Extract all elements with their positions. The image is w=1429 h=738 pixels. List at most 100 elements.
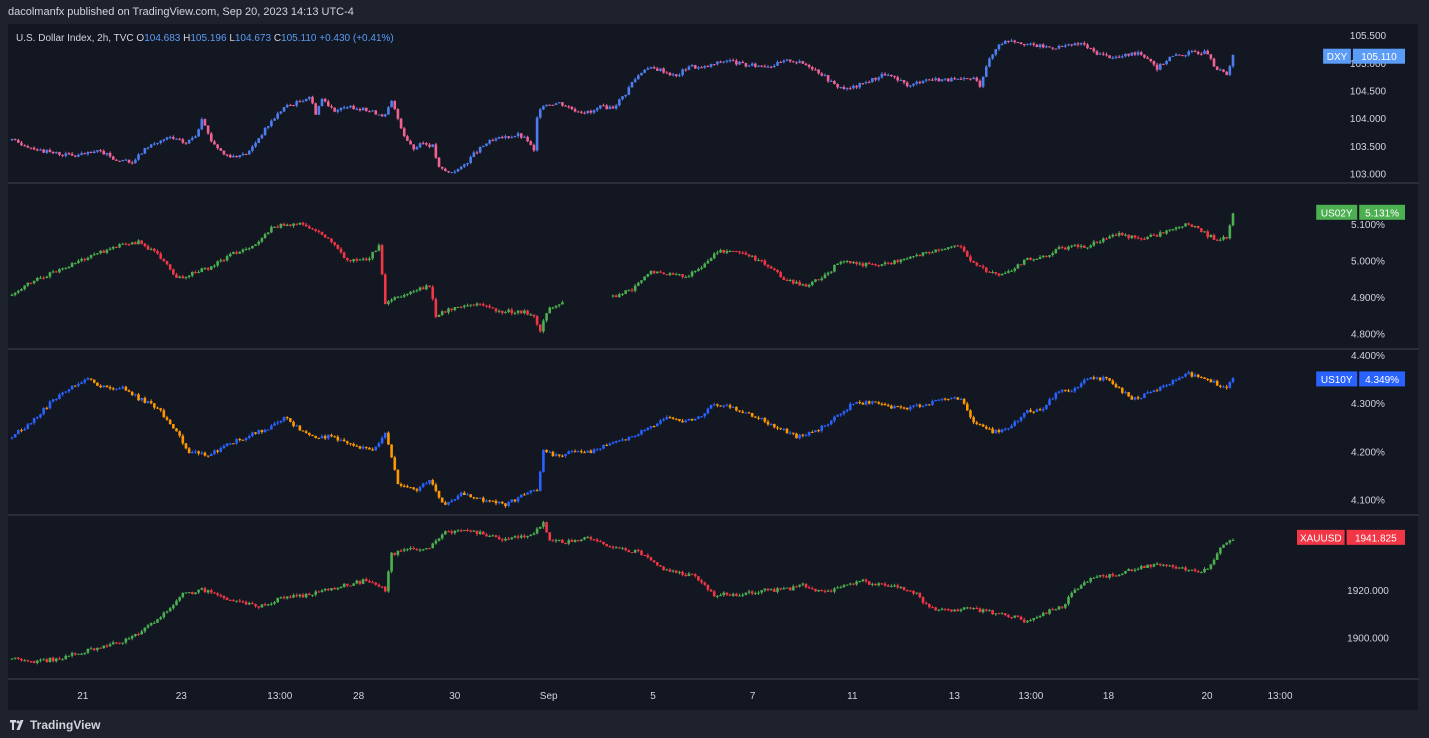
candle-body (886, 74, 890, 76)
candle-body (924, 252, 928, 254)
candle-body (1010, 425, 1013, 429)
candle-body (735, 60, 738, 65)
candle-body (738, 410, 741, 412)
candle-body (861, 402, 865, 405)
candle-body (769, 424, 773, 426)
price-label-symbol-bg (1316, 371, 1358, 387)
candle-body (415, 147, 419, 150)
candle-body (92, 254, 96, 256)
candle-body (782, 60, 786, 63)
candle-body (1228, 382, 1232, 388)
candle-body (1038, 257, 1042, 259)
candle-body (23, 660, 26, 662)
candle-body (428, 285, 431, 287)
candle-body (890, 405, 893, 409)
candle-body (83, 379, 87, 383)
chart-container[interactable]: 105.500 105.000 104.500 104.000 103.500 103.0… (0, 24, 1429, 712)
candle-body (1026, 44, 1029, 46)
pane-dxy[interactable] (10, 38, 1235, 174)
candle-body (744, 592, 748, 595)
candle-body (342, 107, 346, 109)
candle-body (1171, 229, 1175, 231)
candle-body (149, 401, 153, 404)
candle-body (1196, 374, 1200, 377)
pane-us10y[interactable] (10, 370, 1235, 508)
candle-body (1035, 617, 1039, 619)
candle-body (1203, 231, 1206, 233)
candle-body (1174, 566, 1178, 569)
candle-body (396, 550, 400, 555)
candle-body (197, 589, 200, 593)
candle-body (1181, 226, 1184, 228)
pane-us02y[interactable] (10, 212, 1235, 334)
candle-body (773, 589, 776, 592)
candle-body (482, 531, 485, 535)
candle-body (852, 261, 855, 264)
candle-body (17, 139, 20, 143)
candle-body (137, 633, 140, 635)
candle-body (1206, 568, 1209, 570)
candle-body (387, 571, 390, 592)
candle-body (776, 588, 779, 592)
candle-body (140, 240, 143, 244)
candle-body (883, 262, 887, 265)
candle-body (197, 451, 200, 454)
candle-body (1177, 227, 1181, 229)
candle-body (61, 154, 64, 156)
candle-body (1016, 264, 1020, 269)
candle-body (83, 652, 87, 654)
candle-body (440, 497, 444, 503)
candle-body (54, 398, 58, 400)
candle-body (323, 98, 327, 102)
candle-body (339, 248, 343, 253)
pane-xauusd[interactable] (10, 520, 1235, 665)
candle-body (1019, 264, 1023, 266)
candle-body (409, 547, 412, 550)
candle-body (83, 258, 87, 260)
candle-body (697, 416, 700, 419)
candle-body (874, 78, 877, 80)
multi-pane-chart[interactable]: 105.500105.000104.500104.000103.500103.0… (0, 24, 1429, 712)
candle-body (912, 83, 915, 86)
candle-body (282, 417, 286, 421)
candle-body (134, 633, 137, 637)
candle-body (681, 571, 684, 575)
candle-body (402, 549, 406, 551)
candle-body (621, 439, 624, 441)
candle-body (447, 501, 450, 505)
candle-body (102, 250, 106, 253)
candle-body (614, 440, 618, 443)
candle-body (997, 613, 1001, 615)
candle-body (931, 401, 934, 405)
candle-body (950, 246, 953, 248)
candle-body (681, 69, 684, 75)
candle-body (1149, 392, 1153, 394)
candle-body (1045, 612, 1048, 614)
candle-body (399, 550, 403, 552)
candle-body (605, 544, 608, 547)
candle-body (172, 269, 175, 275)
candle-body (1089, 245, 1092, 248)
candle-body (257, 241, 261, 245)
candle-body (741, 61, 745, 64)
candle-body (251, 245, 254, 249)
candle-body (143, 397, 147, 403)
candle-body (266, 429, 270, 431)
candle-body (754, 63, 757, 67)
candle-body (965, 78, 969, 80)
candle-body (978, 80, 982, 87)
candle-body (994, 430, 998, 434)
candle-body (1111, 57, 1115, 59)
candle-body (425, 548, 428, 550)
candle-body (421, 549, 425, 551)
candle-body (330, 434, 333, 437)
candle-body (380, 586, 384, 588)
candle-body (64, 655, 68, 660)
candle-body (282, 223, 286, 226)
candle-body (1013, 268, 1017, 271)
candle-body (924, 79, 928, 81)
candle-body (1064, 604, 1067, 608)
candle-body (270, 120, 273, 127)
candle-body (1120, 573, 1124, 575)
candle-body (599, 541, 602, 543)
